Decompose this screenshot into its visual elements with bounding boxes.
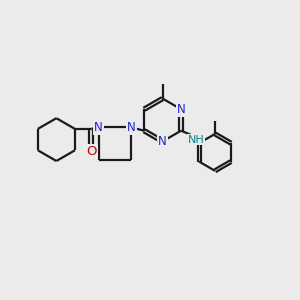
Text: N: N — [94, 121, 103, 134]
Text: N: N — [158, 135, 167, 148]
Text: O: O — [86, 145, 97, 158]
Text: NH: NH — [188, 135, 204, 145]
Text: N: N — [127, 121, 136, 134]
Text: N: N — [177, 103, 185, 116]
